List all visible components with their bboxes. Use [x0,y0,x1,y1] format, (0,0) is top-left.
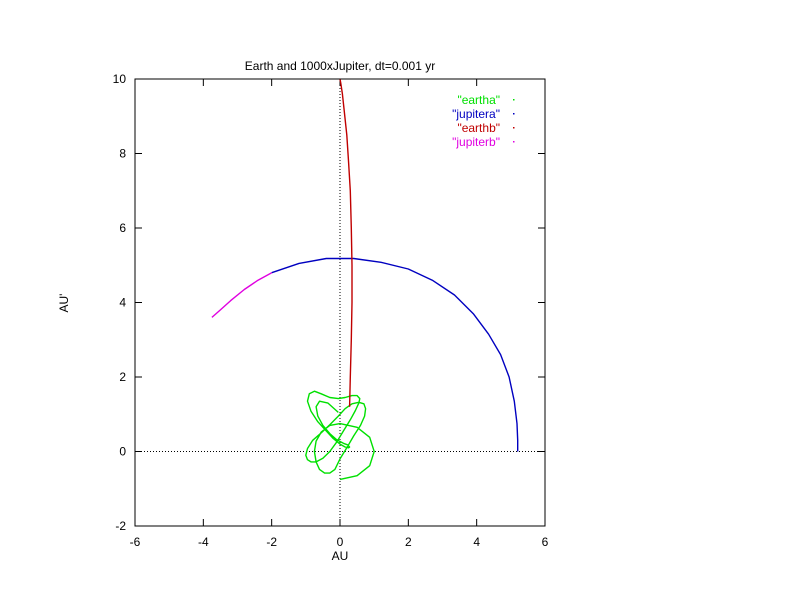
y-tick-label: 10 [113,72,127,86]
y-tick-label: 8 [119,147,126,161]
y-tick-label: 6 [119,221,126,235]
x-tick-label: -6 [130,535,141,549]
x-tick-label: 4 [473,535,480,549]
legend-label: "eartha" [457,93,500,107]
x-tick-label: 2 [405,535,412,549]
legend-marker [513,141,515,143]
legend-marker [513,113,515,115]
x-tick-label: 0 [337,535,344,549]
legend-label: "jupiterb" [452,135,500,149]
x-axis-label: AU [332,549,349,563]
legend-label: "jupitera" [452,107,500,121]
y-tick-label: 4 [119,296,126,310]
plot-frame [134,78,546,527]
legend-marker [513,99,515,101]
zero-axes [135,79,545,526]
y-tick-label: 2 [119,370,126,384]
legend-label: "earthb" [457,121,500,135]
tick-labels: -6 -4 -2 0 2 4 6 -2 0 2 4 6 8 10 [113,72,549,549]
y-tick-label: -2 [115,519,126,533]
chart-title: Earth and 1000xJupiter, dt=0.001 yr [245,59,435,73]
series-line-0 [305,390,375,481]
y-tick-label: 0 [119,445,126,459]
series-line-2 [339,78,353,407]
series-line-1 [271,257,519,452]
legend-marker [513,127,515,129]
y-axis-label: AU' [57,294,71,313]
legend: "eartha""jupitera""earthb""jupiterb" [452,93,515,149]
series-lines [211,78,519,481]
x-tick-label: 6 [542,535,549,549]
x-tick-label: -2 [266,535,277,549]
series-line-3 [211,272,273,318]
x-tick-label: -4 [198,535,209,549]
